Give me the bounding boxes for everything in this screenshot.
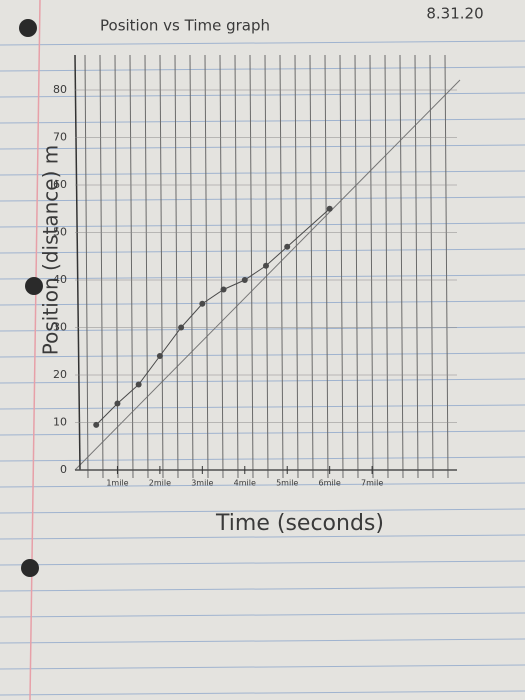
x-axis-label: Time (seconds) [215, 511, 384, 536]
ruled-line [0, 612, 525, 618]
ruled-line [0, 144, 525, 150]
x-tick-label: 3mile [191, 479, 213, 488]
y-tick-label: 60 [53, 178, 67, 191]
y-tick-label: 70 [53, 131, 67, 144]
pencil-line [99, 54, 104, 479]
x-tick-label: 5mile [276, 479, 298, 488]
ruled-line [0, 274, 525, 280]
ruled-line [0, 170, 525, 176]
pencil-line [159, 54, 164, 479]
data-point [178, 324, 185, 331]
pencil-line [189, 54, 194, 479]
x-tick-label: 4mile [234, 479, 256, 488]
pencil-line [279, 54, 284, 479]
chart-title: Position vs Time graph [100, 17, 270, 35]
y-axis-label: Position (distance) m [39, 145, 63, 355]
x-tick-label: 6mile [319, 479, 341, 488]
y-tick-label: 20 [53, 368, 67, 381]
punch-hole [25, 277, 43, 295]
data-point [241, 277, 248, 283]
pencil-line [429, 54, 434, 479]
ruled-line [0, 300, 525, 306]
pencil-line [399, 54, 404, 479]
margin-line [29, 0, 41, 700]
ruled-line [0, 248, 525, 254]
y-tick-label: 10 [53, 416, 67, 429]
ruled-line [0, 92, 525, 98]
pencil-line [324, 54, 329, 479]
data-point [135, 381, 142, 388]
pencil-line [219, 54, 224, 479]
pencil-line [114, 54, 119, 479]
pencil-line [129, 54, 134, 479]
data-point [114, 400, 121, 407]
ruled-line [0, 222, 525, 228]
data-point [284, 243, 291, 250]
ruled-line [0, 196, 525, 202]
y-tick-label: 40 [53, 273, 67, 286]
pencil-line [84, 54, 89, 479]
ruled-line [0, 690, 525, 696]
ruled-line [0, 664, 525, 670]
pencil-line [174, 54, 179, 479]
y-axis [74, 54, 81, 471]
y-tick-label: 0 [60, 463, 67, 476]
date: 8.31.20 [426, 5, 483, 23]
paper-rules [0, 40, 525, 696]
x-tick-label: 2mile [149, 479, 171, 488]
pencil-line [249, 54, 254, 479]
pencil-line [144, 54, 149, 479]
data-point [263, 262, 269, 269]
data-point [199, 300, 206, 307]
y-tick-label: 30 [53, 321, 67, 334]
pencil-line [309, 54, 314, 479]
pencil-line [369, 54, 374, 479]
pencil-line [444, 54, 449, 479]
y-tick-label: 50 [53, 226, 67, 239]
ruled-line [0, 560, 525, 566]
pencil-line [384, 54, 389, 479]
pencil-line [414, 54, 419, 479]
trend-line [74, 79, 461, 471]
data-point [220, 286, 227, 293]
punch-hole [21, 559, 39, 577]
data-point [156, 353, 163, 359]
ruled-line [0, 638, 525, 644]
ruled-line [0, 534, 525, 540]
ruled-line [0, 482, 525, 488]
pencil-line [234, 54, 239, 479]
pencil-line [354, 54, 359, 479]
ruled-line [0, 508, 525, 514]
data-point [93, 421, 100, 428]
pencil-line [294, 54, 299, 479]
pencil-line [339, 54, 344, 479]
x-tick-label: 7mile [361, 479, 383, 488]
ruled-line [0, 118, 525, 124]
data-point [326, 205, 333, 212]
y-tick-label: 80 [53, 83, 67, 96]
punch-hole [19, 19, 37, 37]
ruled-line [0, 586, 525, 592]
x-tick-label: 1mile [106, 479, 128, 488]
ruled-line [0, 40, 525, 46]
pencil-line [204, 54, 209, 479]
ruled-line [0, 66, 525, 72]
